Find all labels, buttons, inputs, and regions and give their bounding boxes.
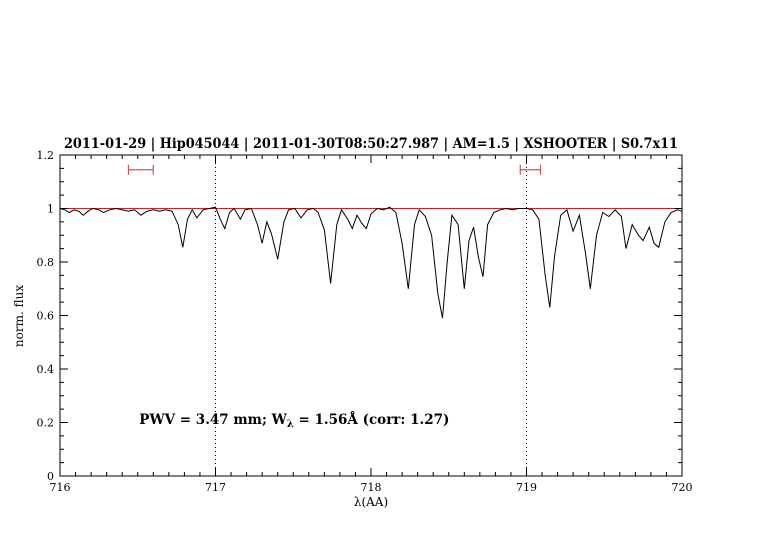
y-tick-label: 0.6: [37, 310, 55, 323]
plot-frame: [59, 154, 683, 477]
dotted-guide-lines: [215, 155, 527, 476]
x-tick-label: 719: [516, 481, 537, 494]
y-tick-label: 0.4: [37, 363, 55, 376]
axis-tick-labels: 716 717 718 719 720 0 0.2 0.4 0.6 0.8 1 1.2: [37, 149, 693, 494]
x-axis-label: λ(AA): [354, 495, 388, 509]
x-tick-label: 720: [672, 481, 693, 494]
x-tick-label: 717: [205, 481, 226, 494]
pwv-annotation: PWV = 3.47 mm; Wλ = 1.56Å (corr: 1.27): [139, 412, 449, 430]
x-tick-label: 718: [361, 481, 382, 494]
y-tick-label: 1: [47, 203, 54, 216]
x-tick-label: 716: [50, 481, 71, 494]
axis-ticks: [59, 154, 683, 477]
spectrum-polyline: [59, 206, 683, 319]
spectrum-line: [59, 206, 683, 319]
y-tick-label: 0.8: [37, 256, 55, 269]
plot-title: 2011-01-29 | Hip045044 | 2011-01-30T08:5…: [64, 136, 678, 152]
y-tick-label: 0.2: [37, 417, 55, 430]
y-tick-label: 1.2: [37, 149, 55, 162]
y-axis-label: norm. flux: [12, 285, 26, 347]
range-markers: [127, 164, 542, 175]
y-tick-label: 0: [47, 470, 54, 483]
